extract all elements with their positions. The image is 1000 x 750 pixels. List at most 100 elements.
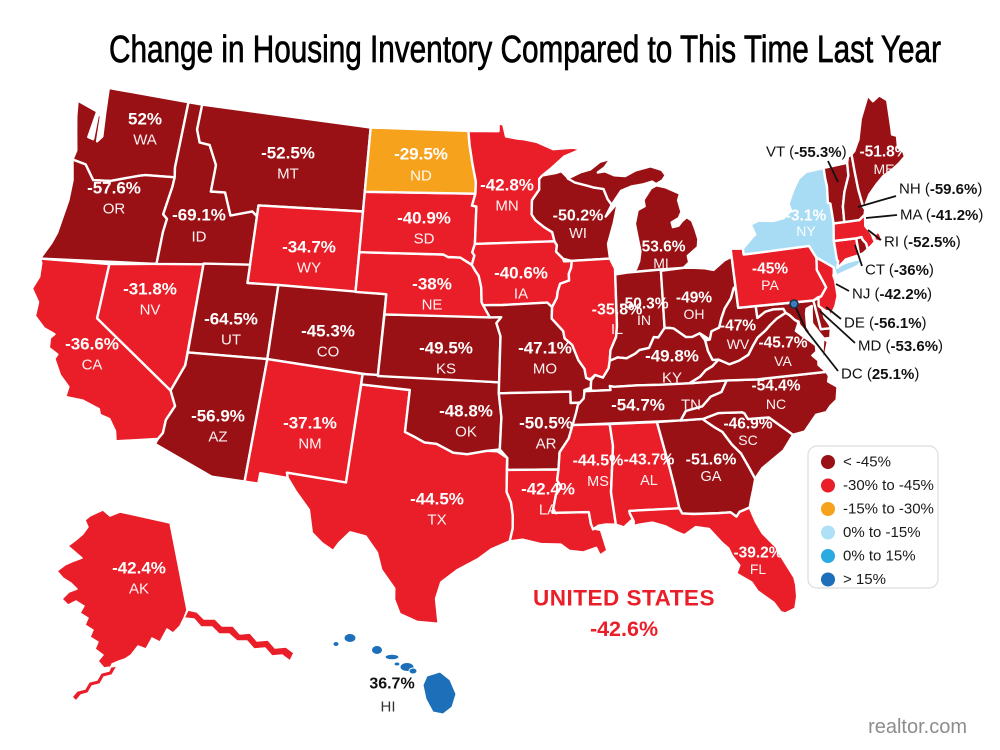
svg-text:36.7%: 36.7% xyxy=(369,676,414,693)
svg-text:NY: NY xyxy=(796,223,816,239)
svg-text:-49.5%: -49.5% xyxy=(419,339,473,358)
svg-text:VA: VA xyxy=(774,353,792,369)
svg-text:WI: WI xyxy=(569,226,587,242)
svg-text:-54.4%: -54.4% xyxy=(751,378,800,395)
svg-text:DC (25.1%): DC (25.1%) xyxy=(841,366,919,383)
svg-text:-45.7%: -45.7% xyxy=(758,335,807,352)
svg-text:PA: PA xyxy=(761,277,779,293)
svg-text:AK: AK xyxy=(129,581,149,598)
svg-text:-42.8%: -42.8% xyxy=(480,176,534,195)
svg-text:AR: AR xyxy=(536,436,557,453)
svg-text:-36.6%: -36.6% xyxy=(65,335,119,354)
svg-text:KS: KS xyxy=(436,361,456,378)
svg-text:FL: FL xyxy=(750,561,767,577)
svg-text:MO: MO xyxy=(533,361,557,378)
svg-text:OK: OK xyxy=(455,424,477,441)
svg-text:-38%: -38% xyxy=(412,275,452,294)
svg-text:-53.6%: -53.6% xyxy=(636,239,685,256)
svg-text:RI (-52.5%): RI (-52.5%) xyxy=(884,234,961,251)
svg-text:-69.1%: -69.1% xyxy=(172,206,226,225)
svg-text:-64.5%: -64.5% xyxy=(204,310,258,329)
svg-text:-45.3%: -45.3% xyxy=(301,322,355,341)
svg-text:-37.1%: -37.1% xyxy=(283,414,337,433)
svg-text:> 15%: > 15% xyxy=(843,571,886,588)
svg-text:-31.8%: -31.8% xyxy=(123,280,177,299)
svg-text:52%: 52% xyxy=(128,110,162,129)
svg-text:ME: ME xyxy=(874,161,895,177)
svg-text:NH (-59.6%): NH (-59.6%) xyxy=(899,181,982,198)
svg-text:-46.9%: -46.9% xyxy=(723,416,772,433)
svg-text:-30% to -45%: -30% to -45% xyxy=(843,477,934,494)
svg-text:-43.7%: -43.7% xyxy=(624,452,675,469)
svg-text:ID: ID xyxy=(192,229,207,246)
svg-text:CO: CO xyxy=(317,344,340,361)
svg-text:-50.5%: -50.5% xyxy=(519,414,573,433)
svg-text:MI: MI xyxy=(653,255,669,271)
svg-text:NJ (-42.2%): NJ (-42.2%) xyxy=(852,286,932,303)
svg-text:WA: WA xyxy=(133,132,157,149)
svg-text:MT: MT xyxy=(277,166,299,183)
svg-text:AZ: AZ xyxy=(208,429,227,446)
svg-text:-45%: -45% xyxy=(752,261,788,278)
svg-text:IA: IA xyxy=(514,286,528,303)
svg-text:NE: NE xyxy=(422,297,443,314)
svg-text:NV: NV xyxy=(140,302,161,319)
svg-text:-51.6%: -51.6% xyxy=(686,452,737,469)
svg-text:WY: WY xyxy=(297,260,321,277)
svg-text:-47.1%: -47.1% xyxy=(518,339,572,358)
svg-text:-39.2%: -39.2% xyxy=(733,545,782,562)
svg-text:NC: NC xyxy=(766,396,786,412)
svg-text:OH: OH xyxy=(684,306,705,322)
svg-text:-29.5%: -29.5% xyxy=(394,145,448,164)
svg-text:0% to -15%: 0% to -15% xyxy=(843,524,921,541)
svg-text:TN: TN xyxy=(681,397,701,414)
svg-text:-47%: -47% xyxy=(720,318,756,335)
svg-text:-57.6%: -57.6% xyxy=(87,179,141,198)
svg-text:0% to 15%: 0% to 15% xyxy=(843,548,916,565)
svg-text:-42.4%: -42.4% xyxy=(521,480,575,499)
svg-text:KY: KY xyxy=(662,370,682,387)
svg-text:TX: TX xyxy=(427,512,446,529)
svg-text:MS: MS xyxy=(587,474,609,490)
svg-text:-3.1%: -3.1% xyxy=(786,208,827,225)
svg-text:VT (-55.3%): VT (-55.3%) xyxy=(766,144,847,161)
svg-text:AL: AL xyxy=(640,473,658,489)
svg-text:MN: MN xyxy=(495,198,518,215)
svg-text:-54.7%: -54.7% xyxy=(611,396,665,415)
svg-text:-51.8%: -51.8% xyxy=(859,144,908,161)
svg-text:-42.4%: -42.4% xyxy=(112,559,166,578)
svg-text:< -45%: < -45% xyxy=(843,454,891,471)
svg-text:NM: NM xyxy=(298,436,321,453)
svg-text:IL: IL xyxy=(611,322,623,338)
svg-text:UT: UT xyxy=(221,332,241,349)
svg-text:-44.5%: -44.5% xyxy=(573,453,624,470)
svg-text:LA: LA xyxy=(539,502,557,519)
svg-text:-52.5%: -52.5% xyxy=(261,144,315,163)
svg-text:MD (-53.6%): MD (-53.6%) xyxy=(858,338,943,355)
svg-text:SC: SC xyxy=(738,432,757,448)
svg-text:-56.9%: -56.9% xyxy=(191,407,245,426)
svg-text:-49%: -49% xyxy=(676,290,712,307)
svg-text:-40.6%: -40.6% xyxy=(494,264,548,283)
svg-text:WV: WV xyxy=(727,336,750,352)
svg-text:OR: OR xyxy=(103,201,126,218)
svg-text:-44.5%: -44.5% xyxy=(410,490,464,509)
svg-text:UNITED STATES: UNITED STATES xyxy=(533,586,715,611)
svg-text:ND: ND xyxy=(410,168,432,185)
svg-text:CA: CA xyxy=(82,357,103,374)
svg-text:-50.3%: -50.3% xyxy=(619,296,668,313)
svg-text:GA: GA xyxy=(701,469,722,485)
svg-text:-50.2%: -50.2% xyxy=(553,208,604,225)
svg-text:IN: IN xyxy=(637,312,651,328)
svg-text:HI: HI xyxy=(381,699,396,716)
svg-text:-48.8%: -48.8% xyxy=(439,402,493,421)
svg-text:MA (-41.2%): MA (-41.2%) xyxy=(900,207,983,224)
svg-text:DE (-56.1%): DE (-56.1%) xyxy=(844,315,927,332)
svg-text:-15% to -30%: -15% to -30% xyxy=(843,501,934,518)
svg-text:-49.8%: -49.8% xyxy=(645,347,699,366)
svg-text:-42.6%: -42.6% xyxy=(590,617,658,641)
svg-text:-35.8%: -35.8% xyxy=(592,302,643,319)
svg-text:-34.7%: -34.7% xyxy=(282,238,336,257)
svg-text:CT (-36%): CT (-36%) xyxy=(865,262,934,279)
svg-text:SD: SD xyxy=(414,231,435,248)
